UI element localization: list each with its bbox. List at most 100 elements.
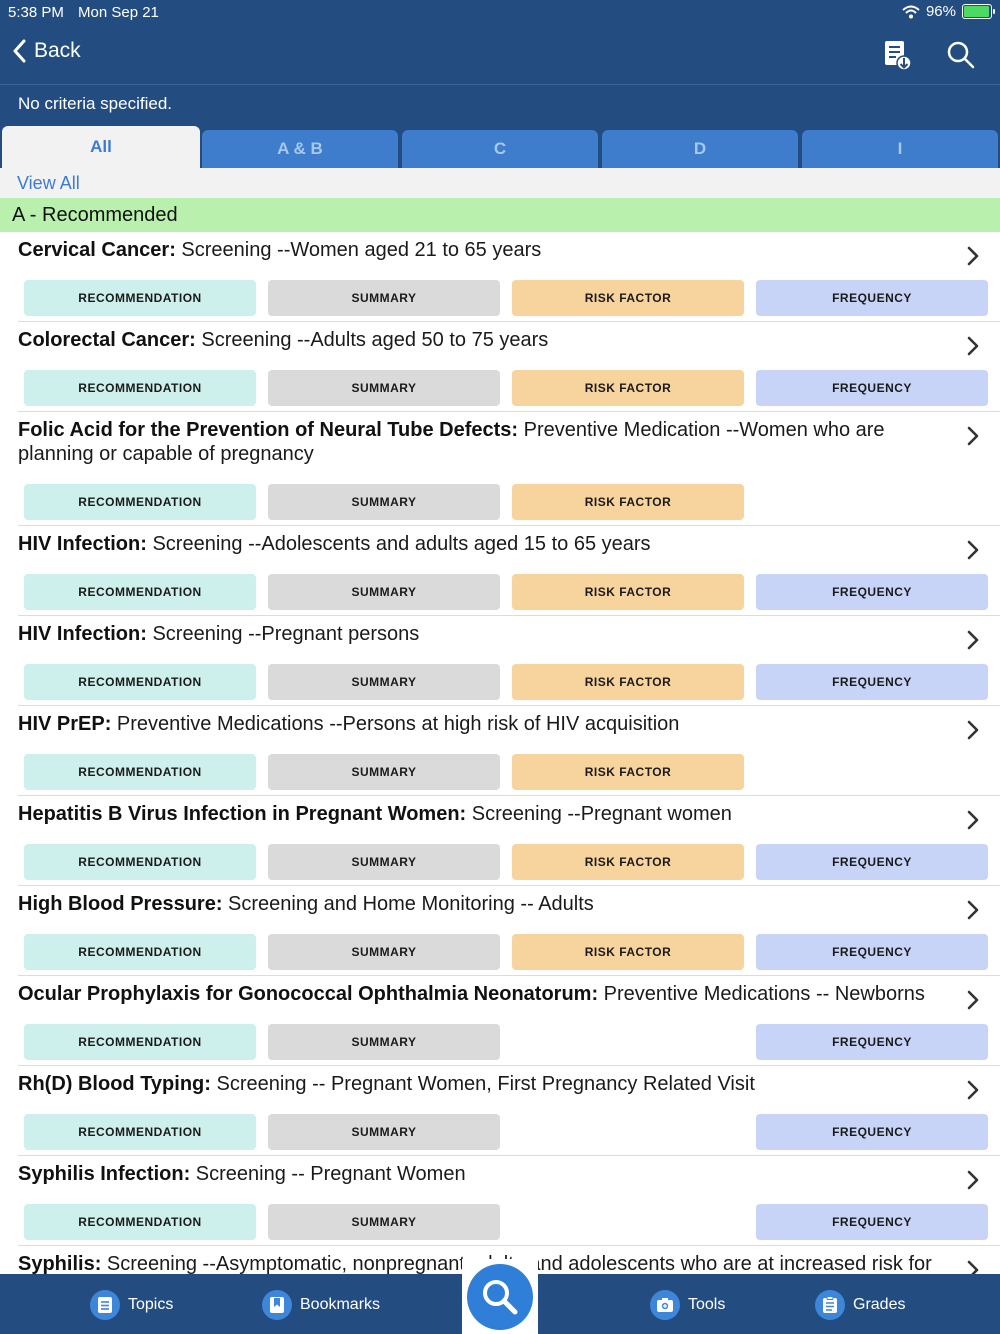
list-item[interactable]: HIV Infection: Screening --Pregnant pers… [0, 616, 1000, 706]
recommendation-button[interactable]: RECOMMENDATION [24, 1204, 256, 1240]
item-title: High Blood Pressure: Screening and Home … [0, 886, 1000, 916]
risk-factor-button[interactable]: RISK FACTOR [512, 934, 744, 970]
frequency-button[interactable]: FREQUENCY [756, 664, 988, 700]
risk-factor-button[interactable]: RISK FACTOR [512, 844, 744, 880]
risk-factor-button[interactable]: RISK FACTOR [512, 754, 744, 790]
recommendation-button[interactable]: RECOMMENDATION [24, 754, 256, 790]
chevron-right-icon[interactable] [966, 629, 980, 651]
frequency-button[interactable]: FREQUENCY [756, 574, 988, 610]
tab-grades[interactable]: Grades [815, 1290, 905, 1320]
tab-c[interactable]: C [402, 130, 598, 168]
chevron-right-icon[interactable] [966, 245, 980, 267]
summary-button[interactable]: SUMMARY [268, 1114, 500, 1150]
chevron-right-icon[interactable] [966, 989, 980, 1011]
summary-button[interactable]: SUMMARY [268, 280, 500, 316]
criteria-text: No criteria specified. [18, 94, 173, 113]
tab-d[interactable]: D [602, 130, 798, 168]
risk-factor-button[interactable]: RISK FACTOR [512, 664, 744, 700]
list-item[interactable]: Ocular Prophylaxis for Gonococcal Ophtha… [0, 976, 1000, 1066]
risk-factor-button[interactable]: RISK FACTOR [512, 574, 744, 610]
item-topic: Syphilis: [18, 1253, 102, 1274]
list-item[interactable]: Cervical Cancer: Screening --Women aged … [0, 232, 1000, 322]
item-topic: Cervical Cancer: [18, 239, 176, 261]
chevron-right-icon[interactable] [966, 335, 980, 357]
tab-a-and-b[interactable]: A & B [202, 130, 398, 168]
back-button[interactable]: Back [12, 39, 81, 63]
recommendation-button[interactable]: RECOMMENDATION [24, 280, 256, 316]
summary-button[interactable]: SUMMARY [268, 484, 500, 520]
recommendation-button[interactable]: RECOMMENDATION [24, 934, 256, 970]
recommendation-button[interactable]: RECOMMENDATION [24, 370, 256, 406]
item-actions: RECOMMENDATION SUMMARY RISK FACTOR FREQUENC… [0, 844, 1000, 880]
row-divider [18, 885, 1000, 886]
battery-percent: 96% [925, 3, 956, 20]
chevron-right-icon[interactable] [966, 539, 980, 561]
search-icon[interactable] [944, 38, 978, 72]
view-all-bar: View All [0, 168, 1000, 198]
tab-tools[interactable]: Tools [650, 1290, 725, 1320]
frequency-button[interactable]: FREQUENCY [756, 280, 988, 316]
list-item[interactable]: HIV Infection: Screening --Adolescents a… [0, 526, 1000, 616]
back-label: Back [34, 39, 81, 62]
item-topic: Syphilis Infection: [18, 1163, 191, 1185]
summary-button[interactable]: SUMMARY [268, 934, 500, 970]
item-actions: RECOMMENDATION SUMMARY RISK FACTOR [0, 484, 1000, 520]
list-item[interactable]: Hepatitis B Virus Infection in Pregnant … [0, 796, 1000, 886]
tab-topics[interactable]: Topics [90, 1290, 173, 1320]
tools-camera-icon [650, 1290, 680, 1320]
list-item[interactable]: Rh(D) Blood Typing: Screening -- Pregnan… [0, 1066, 1000, 1156]
recommendation-button[interactable]: RECOMMENDATION [24, 664, 256, 700]
download-document-icon[interactable] [880, 38, 914, 72]
frequency-button[interactable]: FREQUENCY [756, 370, 988, 406]
summary-button[interactable]: SUMMARY [268, 844, 500, 880]
frequency-button[interactable]: FREQUENCY [756, 844, 988, 880]
tab-grades-label: Grades [853, 1296, 906, 1313]
chevron-right-icon[interactable] [966, 899, 980, 921]
recommendation-button[interactable]: RECOMMENDATION [24, 574, 256, 610]
item-title: HIV Infection: Screening --Adolescents a… [0, 526, 1000, 556]
recommendation-list: Cervical Cancer: Screening --Women aged … [0, 232, 1000, 1274]
list-item[interactable]: Syphilis Infection: Screening -- Pregnan… [0, 1156, 1000, 1246]
chevron-right-icon[interactable] [966, 719, 980, 741]
row-divider [18, 1155, 1000, 1156]
item-topic: High Blood Pressure: [18, 893, 223, 915]
frequency-button[interactable]: FREQUENCY [756, 1024, 988, 1060]
item-description: Screening --Adolescents and adults aged … [146, 533, 651, 555]
summary-button[interactable]: SUMMARY [268, 754, 500, 790]
tab-i[interactable]: I [802, 130, 998, 168]
chevron-right-icon[interactable] [966, 425, 980, 447]
risk-factor-button[interactable]: RISK FACTOR [512, 370, 744, 406]
chevron-right-icon[interactable] [966, 809, 980, 831]
item-actions: RECOMMENDATION SUMMARY FREQUENCY [0, 1114, 1000, 1150]
recommendation-button[interactable]: RECOMMENDATION [24, 1114, 256, 1150]
tab-all[interactable]: All [2, 126, 200, 168]
list-item[interactable]: High Blood Pressure: Screening and Home … [0, 886, 1000, 976]
recommendation-button[interactable]: RECOMMENDATION [24, 844, 256, 880]
risk-factor-button[interactable]: RISK FACTOR [512, 484, 744, 520]
summary-button[interactable]: SUMMARY [268, 370, 500, 406]
frequency-button[interactable]: FREQUENCY [756, 1114, 988, 1150]
frequency-button[interactable]: FREQUENCY [756, 1204, 988, 1240]
list-item[interactable]: HIV PrEP: Preventive Medications --Perso… [0, 706, 1000, 796]
bookmark-icon [262, 1290, 292, 1320]
tab-bookmarks[interactable]: Bookmarks [262, 1290, 380, 1320]
chevron-right-icon[interactable] [966, 1169, 980, 1191]
item-topic: HIV Infection: [18, 623, 147, 645]
summary-button[interactable]: SUMMARY [268, 664, 500, 700]
recommendation-button[interactable]: RECOMMENDATION [24, 1024, 256, 1060]
summary-button[interactable]: SUMMARY [268, 1204, 500, 1240]
view-all-link[interactable]: View All [17, 173, 80, 193]
recommendation-button[interactable]: RECOMMENDATION [24, 484, 256, 520]
summary-button[interactable]: SUMMARY [268, 1024, 500, 1060]
chevron-right-icon[interactable] [966, 1079, 980, 1101]
chevron-right-icon[interactable] [966, 1259, 980, 1274]
row-divider [18, 411, 1000, 412]
summary-button[interactable]: SUMMARY [268, 574, 500, 610]
list-item[interactable]: Folic Acid for the Prevention of Neural … [0, 412, 1000, 526]
list-item[interactable]: Colorectal Cancer: Screening --Adults ag… [0, 322, 1000, 412]
row-divider [18, 525, 1000, 526]
frequency-button[interactable]: FREQUENCY [756, 934, 988, 970]
center-search-button[interactable] [467, 1264, 533, 1330]
risk-factor-button[interactable]: RISK FACTOR [512, 280, 744, 316]
grades-clipboard-icon [815, 1290, 845, 1320]
